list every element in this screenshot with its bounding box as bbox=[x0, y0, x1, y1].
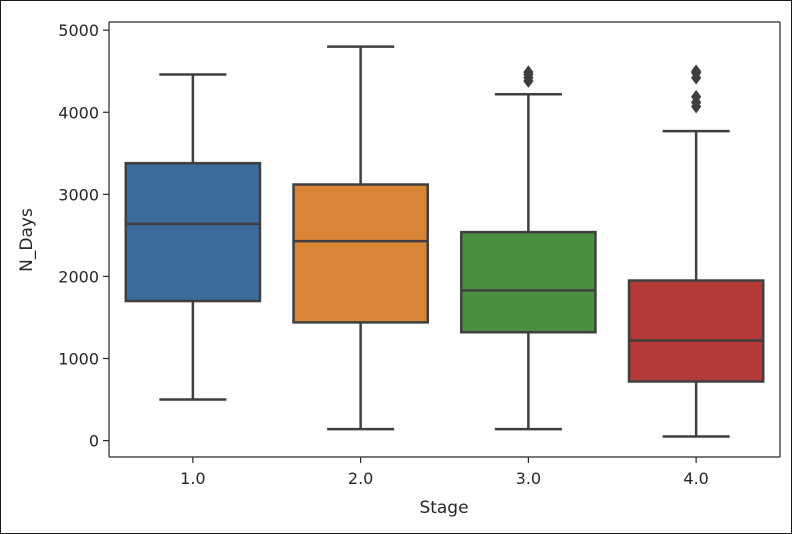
y-tick-label: 4000 bbox=[58, 103, 99, 122]
x-tick-label: 4.0 bbox=[683, 469, 708, 488]
iqr-box bbox=[460, 230, 597, 334]
x-tick-label: 2.0 bbox=[348, 469, 373, 488]
box-group bbox=[627, 64, 765, 438]
box-group bbox=[124, 73, 262, 401]
iqr-box bbox=[124, 161, 262, 303]
y-tick-label: 5000 bbox=[58, 21, 99, 40]
box-group bbox=[460, 65, 597, 431]
y-tick-label: 0 bbox=[89, 432, 99, 451]
outlier-point bbox=[691, 89, 702, 104]
x-tick-label: 3.0 bbox=[516, 469, 541, 488]
iqr-box bbox=[292, 183, 429, 324]
iqr-box bbox=[627, 279, 765, 383]
box-group bbox=[292, 45, 429, 431]
box-series bbox=[124, 45, 765, 438]
y-tick-label: 3000 bbox=[58, 185, 99, 204]
axes: 0 1000 2000 3000 4000 5000 1.0 2.0 3.0 4.0 bbox=[58, 21, 781, 488]
x-tick-label: 1.0 bbox=[180, 469, 205, 488]
outlier-point bbox=[691, 64, 702, 79]
outlier-point bbox=[523, 65, 534, 79]
y-axis-label: N_Days bbox=[17, 208, 37, 272]
y-tick-label: 2000 bbox=[58, 267, 99, 286]
y-tick-label: 1000 bbox=[58, 350, 99, 369]
x-axis-label: Stage bbox=[419, 498, 468, 518]
